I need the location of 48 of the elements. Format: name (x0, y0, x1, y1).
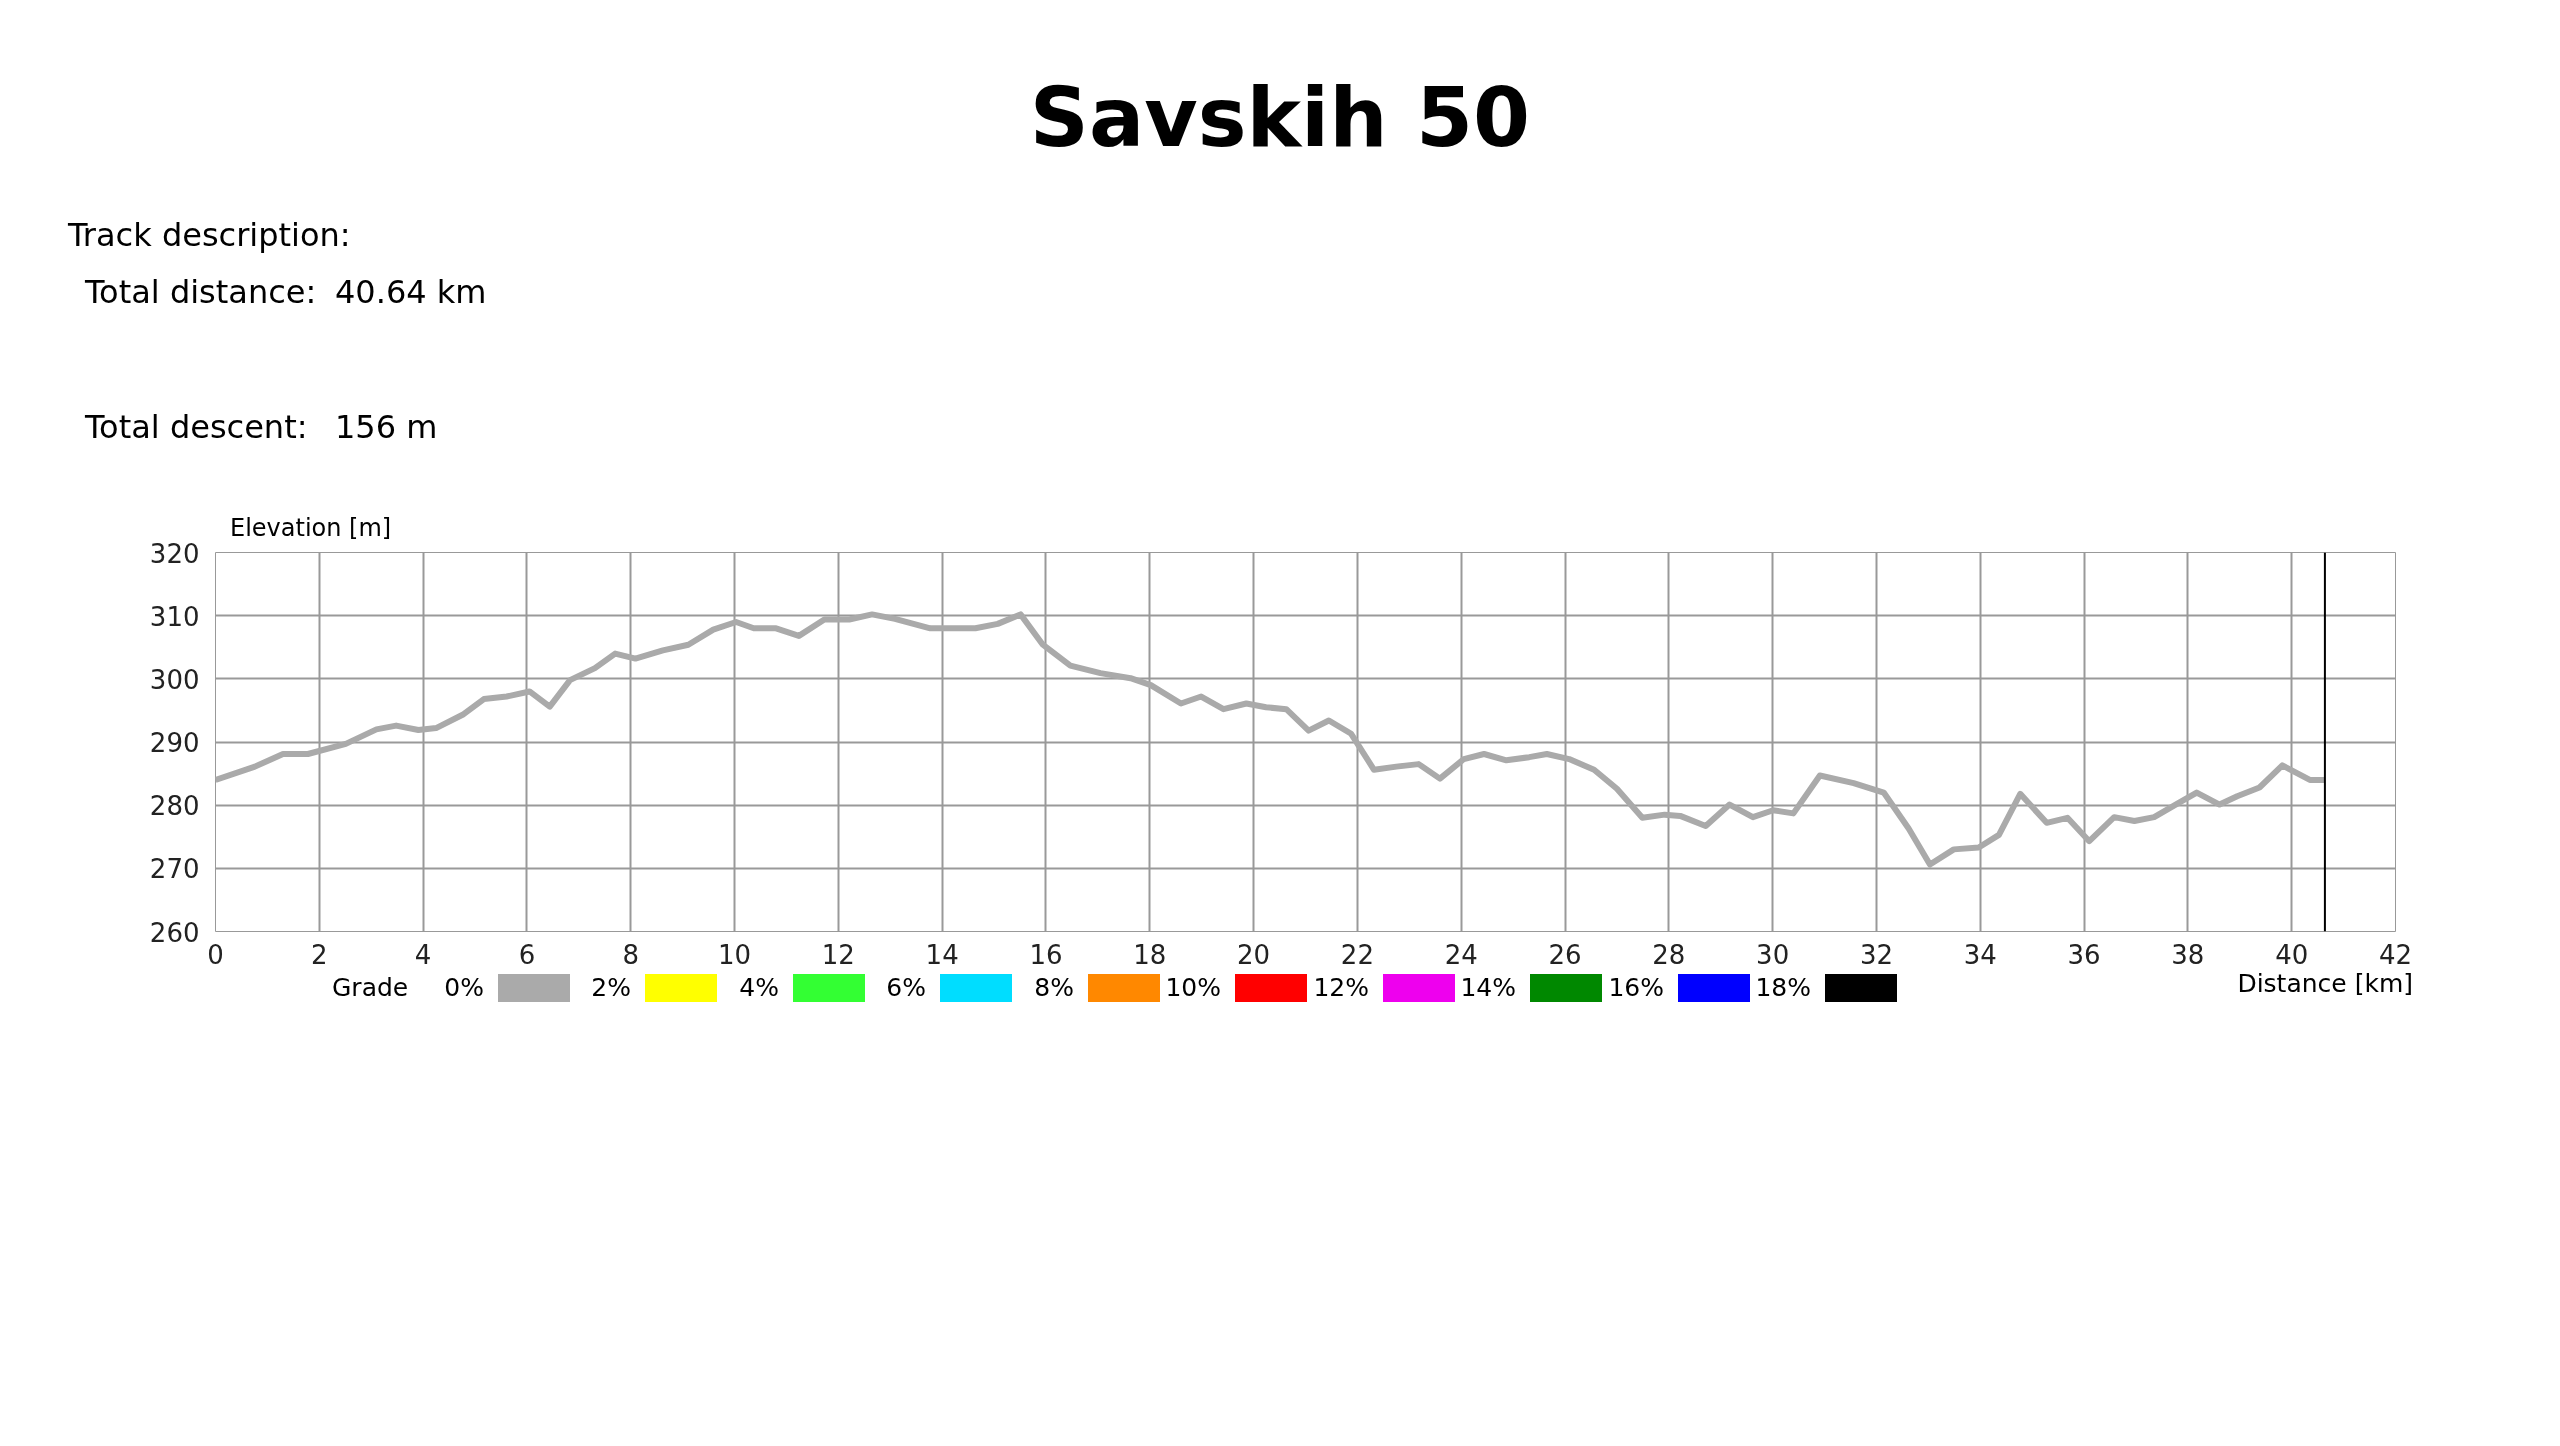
y-axis-title: Elevation [m] (230, 513, 392, 543)
text: 12% (1313, 973, 1369, 1003)
y-tick-label: 300 (149, 664, 200, 695)
x-tick-label: 14 (925, 939, 959, 970)
x-tick-label: 18 (1133, 939, 1167, 970)
x-tick-label: 40 (2275, 939, 2309, 970)
x-tick-label: 26 (1548, 939, 1582, 970)
text: Track description: (68, 215, 351, 255)
x-tick-label: 2 (311, 939, 328, 970)
color-bar-title: Grade (332, 973, 409, 1003)
x-tick-label: 4 (414, 939, 432, 970)
text: 2% (591, 973, 631, 1003)
text: 16% (1608, 973, 1664, 1003)
x-tick-label: 12 (821, 939, 855, 970)
y-tick-label: 270 (149, 854, 200, 885)
text: 14% (1460, 973, 1516, 1003)
text: 4% (739, 973, 779, 1003)
x-tick-label: 22 (1340, 939, 1374, 970)
text: Total descent: (85, 407, 308, 447)
y-tick-label: 260 (149, 917, 200, 948)
text: 40.64 km (335, 272, 487, 312)
text: 8% (1034, 973, 1074, 1003)
x-tick-label: 36 (2067, 939, 2101, 970)
x-tick-label: 8 (622, 939, 640, 970)
x-tick-label: 10 (718, 939, 752, 970)
text: Total distance: (85, 272, 317, 312)
text: 0% (444, 973, 484, 1003)
x-tick-label: 38 (2171, 939, 2205, 970)
text: 10% (1165, 973, 1221, 1003)
x-tick-label: 30 (1756, 939, 1790, 970)
x-tick-label: 24 (1444, 939, 1478, 970)
x-tick-label: 6 (518, 939, 536, 970)
x-tick-label: 42 (2378, 939, 2413, 970)
text: 18% (1755, 973, 1811, 1003)
x-tick-label: 0 (207, 939, 224, 970)
y-tick-label: 310 (149, 601, 200, 632)
y-tick-label: 280 (149, 791, 200, 822)
y-tick-label: 290 (149, 728, 200, 758)
y-tick-label: 320 (149, 538, 200, 569)
x-axis-title: Distance [km] (2237, 969, 2413, 999)
chart-title: Savskih 50 (1029, 68, 1531, 167)
text: 156 m (335, 407, 438, 447)
x-tick-label: 28 (1652, 939, 1686, 970)
x-tick-label: 20 (1237, 939, 1271, 970)
x-tick-label: 34 (1963, 939, 1997, 970)
x-tick-label: 32 (1859, 939, 1893, 970)
x-tick-label: 16 (1029, 939, 1063, 970)
text: 6% (886, 973, 926, 1003)
